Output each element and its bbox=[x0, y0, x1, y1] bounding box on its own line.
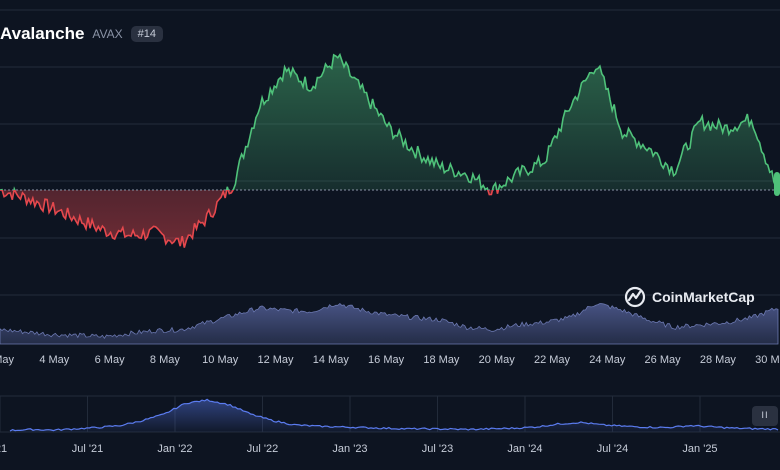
x-tick-label: 16 May bbox=[368, 354, 405, 366]
navigator-tick-label: Jan '22 bbox=[157, 443, 192, 455]
x-tick-label: 22 May bbox=[534, 354, 571, 366]
x-tick-label: 18 May bbox=[423, 354, 460, 366]
navigator-tick-label: '21 bbox=[0, 443, 7, 455]
watermark-text: CoinMarketCap bbox=[652, 289, 755, 305]
x-tick-label: 12 May bbox=[257, 354, 294, 366]
x-tick-label: 24 May bbox=[589, 354, 626, 366]
x-tick-label: 20 May bbox=[479, 354, 516, 366]
coin-name: Avalanche bbox=[0, 24, 85, 43]
price-line-up bbox=[0, 52, 779, 190]
price-area-up bbox=[0, 54, 778, 190]
navigator-area bbox=[10, 399, 778, 432]
navigator-tick-label: Jan '23 bbox=[332, 443, 367, 455]
price-handle[interactable] bbox=[774, 172, 780, 196]
volume-area bbox=[0, 302, 779, 345]
x-tick-label: 14 May bbox=[313, 354, 350, 366]
x-tick-label: 2 May bbox=[0, 354, 14, 366]
coinmarketcap-watermark: CoinMarketCap bbox=[624, 286, 755, 308]
x-tick-label: 26 May bbox=[645, 354, 682, 366]
navigator-tick-label: Jul '21 bbox=[72, 443, 103, 455]
price-area-down bbox=[0, 190, 778, 248]
navigator-tick-label: Jul '23 bbox=[422, 443, 453, 455]
x-tick-label: 10 May bbox=[202, 354, 239, 366]
navigator-tick-label: Jan '25 bbox=[682, 443, 717, 455]
pause-button[interactable]: II bbox=[752, 406, 778, 426]
navigator-tick-label: Jul '22 bbox=[247, 443, 278, 455]
coinmarketcap-logo-icon bbox=[624, 286, 646, 308]
x-tick-label: 6 May bbox=[95, 354, 125, 366]
x-tick-label: 4 May bbox=[39, 354, 69, 366]
price-line-down bbox=[0, 190, 500, 248]
x-tick-label: 28 May bbox=[700, 354, 737, 366]
coin-symbol: AVAX bbox=[92, 27, 123, 41]
pause-icon: II bbox=[761, 411, 769, 421]
rank-badge: #14 bbox=[130, 26, 164, 42]
navigator-line bbox=[9, 398, 779, 432]
x-tick-label: 30 May bbox=[755, 354, 780, 366]
coin-header: Avalanche AVAX #14 bbox=[0, 22, 164, 46]
x-tick-label: 8 May bbox=[150, 354, 180, 366]
navigator-tick-label: Jan '24 bbox=[507, 443, 542, 455]
navigator-tick-label: Jul '24 bbox=[597, 443, 628, 455]
